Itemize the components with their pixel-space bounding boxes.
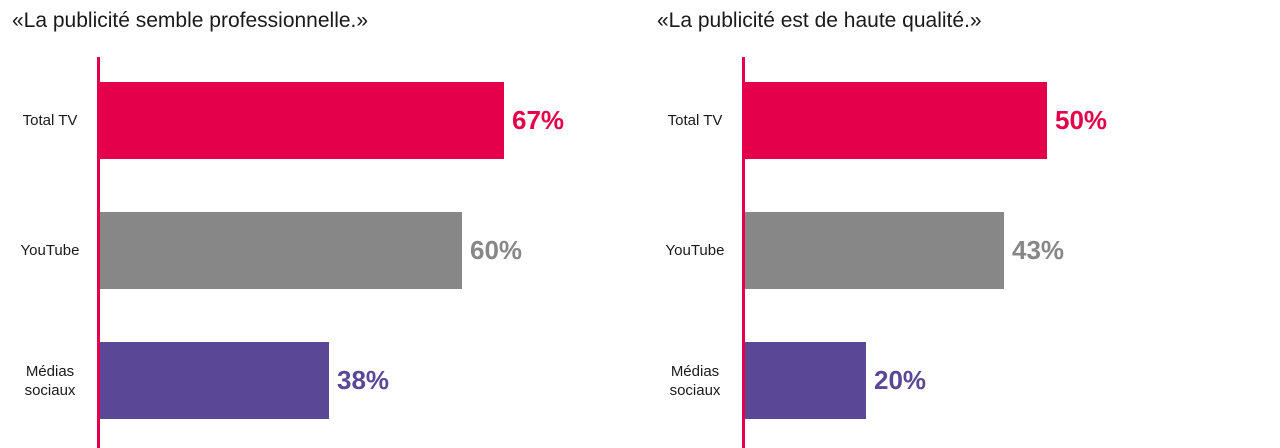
bar [100, 342, 329, 419]
category-label: Total TV [650, 111, 740, 130]
category-label-line: sociaux [669, 381, 721, 399]
bar [100, 212, 462, 289]
category-label: Médias sociaux [650, 362, 740, 400]
category-label-line: Médias [25, 362, 75, 380]
category-label: Total TV [5, 111, 95, 130]
chart-panel-quality: «La publicité est de haute qualité.» Tot… [645, 0, 1280, 448]
category-label: YouTube [650, 241, 740, 260]
bar [745, 342, 866, 419]
category-label-line: Total TV [667, 112, 723, 129]
bar [745, 212, 1004, 289]
chart-title: «La publicité est de haute qualité.» [657, 9, 982, 32]
category-label-line: YouTube [20, 242, 80, 259]
bar [100, 82, 504, 159]
category-label: YouTube [5, 241, 95, 260]
category-label-line: sociaux [24, 381, 76, 399]
plot-area: Total TV 67% YouTube 60% Médias sociaux 38% [5, 57, 565, 448]
value-label: 20% [874, 364, 927, 395]
axis-line [742, 57, 745, 448]
value-label: 43% [1012, 234, 1065, 265]
axis-line [97, 57, 100, 448]
chart-panel-professional: «La publicité semble professionnelle.» T… [5, 9, 565, 448]
category-label: Médias sociaux [5, 362, 95, 400]
chart-title: «La publicité semble professionnelle.» [12, 9, 369, 32]
value-label: 38% [337, 364, 390, 395]
value-label: 60% [470, 234, 523, 265]
value-label: 50% [1055, 104, 1108, 135]
bar [745, 82, 1047, 159]
value-label: 67% [512, 104, 565, 135]
plot-area: Total TV 50% YouTube 43% Médias sociaux 20% [645, 0, 1280, 448]
category-label-line: Médias [670, 362, 720, 380]
category-label-line: Total TV [22, 112, 78, 129]
category-label-line: YouTube [665, 242, 725, 259]
